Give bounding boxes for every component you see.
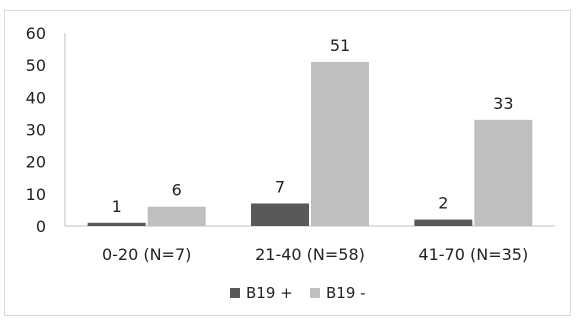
y-axis-ticks: 0 10 20 30 40 50 60 [26, 24, 46, 236]
data-label: 33 [493, 94, 513, 113]
data-label: 7 [275, 177, 285, 196]
y-tick-label: 20 [26, 153, 46, 172]
legend-swatch [230, 288, 240, 298]
y-tick-label: 50 [26, 56, 46, 75]
y-tick-label: 30 [26, 121, 46, 140]
category-label: 21-40 (N=58) [255, 245, 365, 264]
data-labels: 1 6 7 51 2 33 [112, 36, 514, 216]
y-tick-label: 40 [26, 88, 46, 107]
legend-label: B19 + [246, 284, 293, 302]
legend-swatch [310, 288, 320, 298]
bar-b19-minus [474, 119, 533, 226]
bar-b19-plus [414, 219, 473, 226]
bar-b19-minus [311, 61, 369, 227]
bar-b19-minus [147, 206, 206, 226]
category-label: 0-20 (N=7) [102, 245, 191, 264]
data-label: 51 [330, 36, 350, 55]
y-tick-label: 10 [26, 185, 46, 204]
data-label: 2 [438, 194, 448, 213]
category-label: 41-70 (N=35) [418, 245, 528, 264]
legend-label: B19 - [326, 284, 366, 302]
category-labels: 0-20 (N=7) 21-40 (N=58) 41-70 (N=35) [102, 245, 528, 264]
data-label: 1 [112, 197, 122, 216]
y-tick-label: 0 [36, 217, 46, 236]
bar-b19-plus [251, 203, 309, 226]
legend: B19 + B19 - [230, 284, 366, 302]
bar-b19-plus [87, 222, 146, 226]
y-tick-label: 60 [26, 24, 46, 43]
bars [87, 61, 533, 227]
data-label: 6 [172, 181, 182, 200]
